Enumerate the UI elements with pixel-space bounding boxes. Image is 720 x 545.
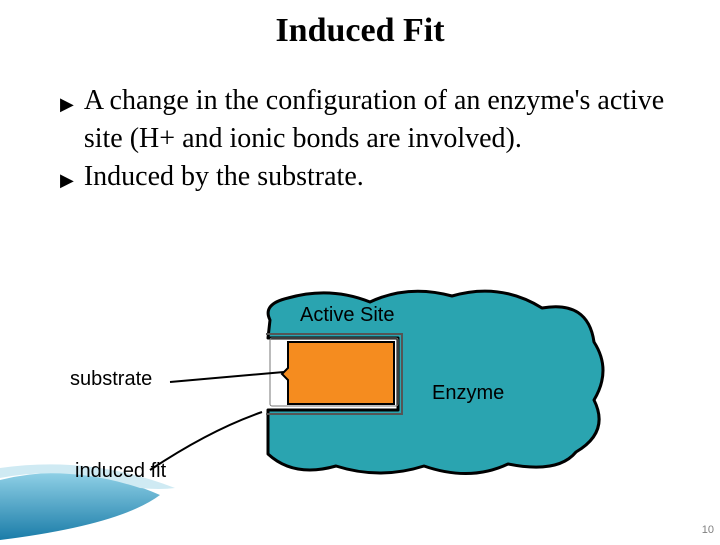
bullet-marker-icon: ▶ xyxy=(60,92,74,158)
induced-fit-label: induced fit xyxy=(75,460,166,483)
bullet-item: ▶ A change in the configuration of an en… xyxy=(60,82,670,158)
bullet-text: Induced by the substrate. xyxy=(84,158,364,196)
bullet-marker-icon: ▶ xyxy=(60,168,74,196)
active-site-label: Active Site xyxy=(300,304,394,327)
substrate-shape xyxy=(282,342,394,404)
bullet-list: ▶ A change in the configuration of an en… xyxy=(0,50,720,195)
substrate-leader-line xyxy=(170,372,284,382)
diagram-svg xyxy=(0,260,720,540)
slide-title: Induced Fit xyxy=(0,0,720,50)
induced-fit-leader-line xyxy=(150,412,262,470)
bullet-text: A change in the configuration of an enzy… xyxy=(84,82,670,158)
bullet-item: ▶ Induced by the substrate. xyxy=(60,158,670,196)
diagram-area: substrate Active Site Enzyme induced fit xyxy=(0,260,720,540)
slide-number: 10 xyxy=(702,524,714,536)
enzyme-label: Enzyme xyxy=(432,382,504,405)
substrate-label: substrate xyxy=(70,368,152,391)
